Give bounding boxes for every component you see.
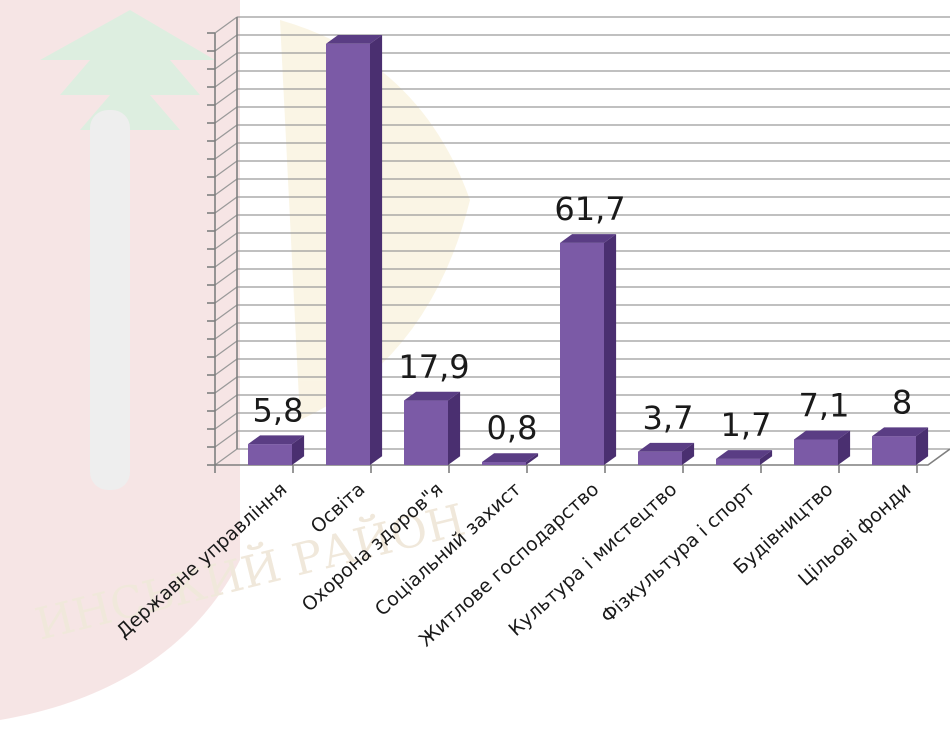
grid-line-depth [214,394,238,412]
grid-line-depth [214,160,238,178]
grid-line-depth [214,232,238,250]
grid-line-depth [214,106,238,124]
bar [638,442,695,465]
bar [482,453,539,465]
bar-front [638,451,682,465]
bar-top [872,427,929,437]
grid-line-depth [214,16,238,34]
bar-front [248,444,292,465]
grid-line-depth [214,430,238,448]
bar [560,234,617,465]
x-axis-line [215,448,950,466]
chart-axes [207,17,950,473]
grid-line-depth [214,304,238,322]
bar-side [604,234,617,465]
bar-top [404,391,461,401]
grid-line-depth [214,250,238,268]
bar [326,35,383,466]
data-label: 8 [892,383,912,421]
grid-line-depth [214,412,238,430]
bar-side [760,450,773,465]
bar-front [794,439,838,465]
bar-top [638,442,695,452]
bar [248,435,305,465]
x-tick-label: Фізкультура і спорт [597,478,759,627]
data-label: 3,7 [643,399,694,437]
data-label: 7,1 [799,387,850,425]
grid-line-depth [214,358,238,376]
bar-top [326,35,383,44]
bar [872,427,929,465]
bar-side [292,435,305,465]
grid-line-depth [214,124,238,142]
grid-line-depth [214,178,238,196]
bar [794,430,851,465]
bar-side [448,391,461,465]
data-label: 5,8 [253,391,304,429]
bar-side [526,453,539,465]
bar [404,391,461,465]
bar-top [794,430,851,440]
bar-side [916,427,929,465]
x-tick-label: Соціальний захист [371,478,526,620]
data-labels-group: 5,8 17,9 0,8 61,7 3,7 1,7 7,1 8 [253,190,913,447]
bar-front [326,43,370,466]
bar-front [560,242,604,465]
bar-front [716,458,760,465]
bar-front [482,462,526,465]
grid-line-depth [214,376,238,394]
grid-line-depth [214,52,238,70]
grid-line-depth [214,88,238,106]
grid-line-depth [214,142,238,160]
data-label: 1,7 [721,406,772,444]
grid-line-depth [214,268,238,286]
data-label: 17,9 [398,348,469,386]
bars-group [248,35,929,466]
bar-front [872,436,916,465]
bar-top [248,435,305,445]
data-label: 0,8 [487,409,538,447]
x-tick-label: Державне управління [112,478,291,642]
bar-front [404,400,448,465]
bar-top [482,453,539,462]
x-tick-label: Охорона здоров"я [298,478,448,616]
bar-side [370,35,383,465]
x-tick-label: Освіта [307,478,370,538]
grid-line-depth [214,340,238,358]
grid-line-depth [214,322,238,340]
grid-line-depth [214,196,238,214]
data-label: 61,7 [554,190,625,228]
grid-line-depth [214,34,238,52]
grid-line-depth [214,214,238,232]
bar [716,450,773,465]
bar-side [838,430,851,465]
grid-line-depth [214,448,238,466]
bar-top [716,450,773,459]
bar-side [682,442,695,465]
bar-top [560,234,617,243]
grid-line-depth [214,286,238,304]
grid-line-depth [214,70,238,88]
